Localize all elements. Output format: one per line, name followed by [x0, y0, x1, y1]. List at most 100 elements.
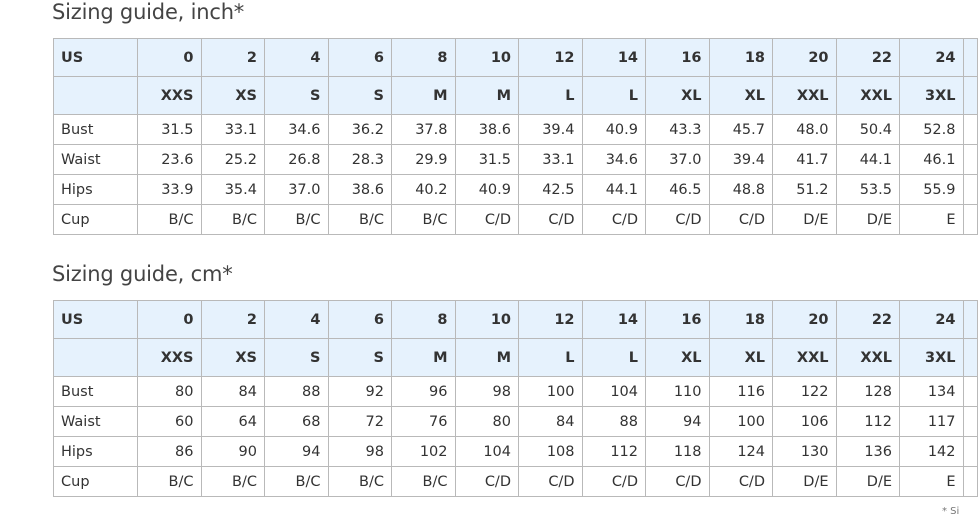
table-cell: 33.9 — [137, 174, 202, 205]
table-cell: 24 — [899, 300, 964, 339]
table-cell — [962, 436, 978, 467]
table-cell: 8 — [391, 300, 456, 339]
table-cell: S — [264, 76, 329, 115]
table-cell: C/D — [454, 204, 519, 235]
table-cell: XL — [708, 338, 773, 377]
table-cell: S — [327, 76, 392, 115]
row-label — [53, 76, 138, 115]
table-cell: S — [327, 338, 392, 377]
table-cell: C/D — [454, 466, 519, 497]
table-cell: 86 — [137, 436, 202, 467]
table-cell: L — [581, 76, 646, 115]
table-cell: 92 — [327, 376, 392, 407]
table-cell: L — [581, 338, 646, 377]
table-cell: L — [518, 76, 583, 115]
table-cell: D/E — [772, 204, 837, 235]
cm-guide-title: Sizing guide, cm* — [52, 262, 233, 286]
table-cell: 2 — [200, 300, 265, 339]
table-cell: 37.8 — [391, 114, 456, 145]
table-cell: 12 — [518, 38, 583, 77]
table-cell: 98 — [454, 376, 519, 407]
table-cell: B/C — [264, 466, 329, 497]
table-cell: 104 — [581, 376, 646, 407]
row-label: Hips — [53, 436, 138, 467]
table-cell: D/E — [835, 466, 900, 497]
table-cell: 14 — [581, 38, 646, 77]
table-cell: B/C — [391, 466, 456, 497]
table-cell: B/C — [327, 204, 392, 235]
table-cell: 12 — [518, 300, 583, 339]
table-cell — [962, 114, 978, 145]
table-cell: 88 — [581, 406, 646, 437]
inch-guide-title: Sizing guide, inch* — [52, 0, 245, 24]
cm-size-table: US 0 2 4 6 8 10 12 14 16 18 20 22 24 XXS XS S S M M L L XL XL XX… — [53, 300, 978, 497]
table-cell: B/C — [137, 204, 202, 235]
table-cell: 31.5 — [454, 144, 519, 175]
table-cell: 112 — [835, 406, 900, 437]
table-cell: 33.1 — [200, 114, 265, 145]
table-cell: 20 — [772, 38, 837, 77]
table-cell — [962, 376, 978, 407]
table-cell — [962, 338, 978, 377]
inch-size-table: US 0 2 4 6 8 10 12 14 16 18 20 22 24 XXS XS S S M M L L XL XL XX… — [53, 38, 978, 235]
table-cell: 72 — [327, 406, 392, 437]
table-cell: 46.1 — [899, 144, 964, 175]
measurement-row: Hips 86 90 94 98 102 104 108 112 118 124 130 136 142 — [53, 436, 978, 467]
measurement-row: Bust 31.5 33.1 34.6 36.2 37.8 38.6 39.4 40.9 43.3… — [53, 114, 978, 145]
table-cell: 48.8 — [708, 174, 773, 205]
table-cell: 29.9 — [391, 144, 456, 175]
row-label — [53, 338, 138, 377]
table-cell: 110 — [645, 376, 710, 407]
table-cell: XL — [708, 76, 773, 115]
table-cell: 25.2 — [200, 144, 265, 175]
table-cell: M — [454, 76, 519, 115]
table-cell: D/E — [835, 204, 900, 235]
table-cell: 60 — [137, 406, 202, 437]
table-cell: 94 — [264, 436, 329, 467]
table-cell: 122 — [772, 376, 837, 407]
table-cell: 14 — [581, 300, 646, 339]
table-cell: 52.8 — [899, 114, 964, 145]
table-cell — [962, 406, 978, 437]
table-cell: 43.3 — [645, 114, 710, 145]
table-cell: 22 — [835, 300, 900, 339]
row-label: US — [53, 38, 138, 77]
table-cell: 80 — [454, 406, 519, 437]
table-cell: M — [391, 338, 456, 377]
table-cell: 117 — [899, 406, 964, 437]
table-cell: 38.6 — [454, 114, 519, 145]
table-cell: C/D — [708, 466, 773, 497]
table-cell: 104 — [454, 436, 519, 467]
table-cell: 46.5 — [645, 174, 710, 205]
table-cell: 88 — [264, 376, 329, 407]
table-cell: E — [899, 466, 964, 497]
table-cell — [962, 204, 978, 235]
table-cell: 6 — [327, 38, 392, 77]
table-cell: 112 — [581, 436, 646, 467]
table-cell: 100 — [708, 406, 773, 437]
table-cell: XXL — [835, 76, 900, 115]
table-cell: 55.9 — [899, 174, 964, 205]
table-cell: 53.5 — [835, 174, 900, 205]
table-cell — [962, 38, 978, 77]
table-cell: C/D — [581, 466, 646, 497]
row-label: Cup — [53, 204, 138, 235]
table-cell: 118 — [645, 436, 710, 467]
table-cell — [962, 466, 978, 497]
measurement-row: Waist 23.6 25.2 26.8 28.3 29.9 31.5 33.1 34.6 37.… — [53, 144, 978, 175]
row-label: Cup — [53, 466, 138, 497]
row-label: Bust — [53, 376, 138, 407]
table-cell: XL — [645, 338, 710, 377]
table-cell: 3XL — [899, 338, 964, 377]
table-cell: 45.7 — [708, 114, 773, 145]
table-cell: 18 — [708, 300, 773, 339]
table-cell: B/C — [264, 204, 329, 235]
measurement-row: Cup B/C B/C B/C B/C B/C C/D C/D C/D C/D C/D D/E D/E E — [53, 466, 978, 497]
table-cell: C/D — [581, 204, 646, 235]
table-cell: C/D — [518, 466, 583, 497]
table-cell: 26.8 — [264, 144, 329, 175]
table-cell: 23.6 — [137, 144, 202, 175]
table-cell: 18 — [708, 38, 773, 77]
table-cell: 37.0 — [645, 144, 710, 175]
table-cell: C/D — [518, 204, 583, 235]
